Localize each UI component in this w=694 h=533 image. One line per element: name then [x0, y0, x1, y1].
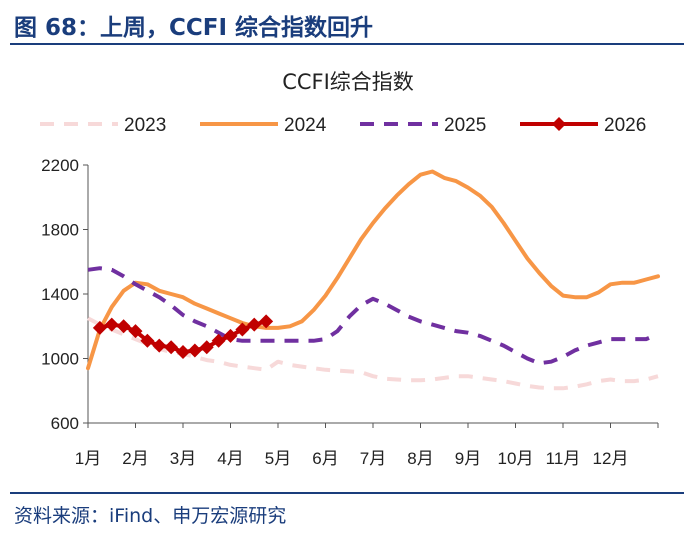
- chart-title: CCFI综合指数: [282, 70, 414, 94]
- legend-label-2025: 2025: [444, 115, 486, 136]
- x-tick-label: 5月: [265, 449, 291, 468]
- axes: 600 1000 1400 1800 2200 1月 2月 3月 4月 5月 6月 7月 8月 9月 10月…: [41, 156, 659, 468]
- data-point-2026: [199, 340, 214, 355]
- y-tick-label: 2200: [41, 156, 79, 175]
- data-point-2026: [223, 328, 238, 343]
- data-point-2026: [104, 317, 119, 332]
- x-tick-label: 12月: [593, 449, 629, 468]
- series-2025: [87, 266, 659, 366]
- source-note: 资料来源：iFind、申万宏源研究: [14, 505, 287, 527]
- data-point-2026: [140, 333, 155, 348]
- x-tick-label: 7月: [360, 449, 386, 468]
- y-tick-label: 1000: [41, 350, 79, 369]
- legend-marker-2026: [552, 117, 566, 131]
- series-2024: [86, 169, 660, 371]
- x-tick-label: 8月: [407, 449, 433, 468]
- footer-rule: [10, 492, 684, 494]
- x-tick-label: 9月: [455, 449, 481, 468]
- legend-item-2023: 2023: [40, 115, 166, 136]
- figure-title: 图 68：上周，CCFI 综合指数回升: [14, 15, 374, 41]
- y-tick-label: 1400: [41, 285, 79, 304]
- legend-item-2025: 2025: [360, 115, 486, 136]
- series-layer: [86, 169, 660, 391]
- x-tick-label: 2月: [122, 449, 148, 468]
- data-point-2026: [235, 322, 250, 337]
- legend-item-2026: 2026: [520, 115, 646, 136]
- data-point-2026: [187, 343, 202, 358]
- series-line-2025: [87, 266, 659, 366]
- data-point-2026: [247, 317, 262, 332]
- data-point-2026: [211, 333, 226, 348]
- legend-label-2024: 2024: [284, 115, 327, 136]
- x-tick-label: 3月: [170, 449, 196, 468]
- legend-item-2024: 2024: [200, 115, 327, 136]
- y-tick-label: 600: [51, 414, 79, 433]
- ccfi-line-chart: CCFI综合指数 2023 2024 2025 2026 600 1000 1400 180…: [40, 70, 660, 468]
- data-point-2026: [116, 319, 131, 334]
- x-tick-label: 11月: [546, 449, 581, 468]
- x-tick-label: 10月: [498, 449, 534, 468]
- legend-label-2026: 2026: [604, 115, 646, 136]
- series-2026: [92, 314, 274, 360]
- series-line-2024: [86, 169, 660, 371]
- data-point-2026: [152, 338, 167, 353]
- data-point-2026: [164, 340, 179, 355]
- title-rule: [10, 43, 684, 45]
- data-point-2026: [128, 324, 143, 339]
- data-point-2026: [92, 320, 107, 335]
- legend-label-2023: 2023: [124, 115, 166, 136]
- x-tick-label: 6月: [312, 449, 338, 468]
- y-tick-label: 1800: [41, 221, 79, 240]
- x-tick-label: 4月: [217, 449, 243, 468]
- x-tick-label: 1月: [75, 449, 101, 468]
- data-point-2026: [259, 314, 274, 329]
- data-point-2026: [176, 345, 190, 360]
- legend: 2023 2024 2025 2026: [40, 115, 646, 136]
